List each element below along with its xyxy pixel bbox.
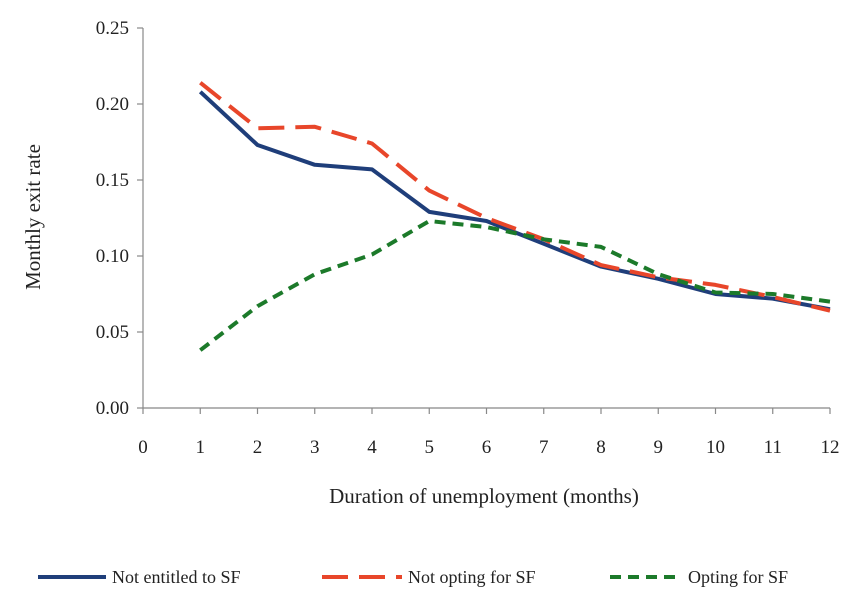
x-tick-label: 4 — [367, 437, 377, 458]
y-tick-label: 0.10 — [96, 246, 129, 267]
x-axis-title: Duration of unemployment (months) — [329, 484, 639, 508]
x-tick-label: 6 — [482, 437, 492, 458]
legend-label: Not opting for SF — [408, 567, 536, 587]
x-tick-label: 3 — [310, 437, 320, 458]
x-tick-label: 1 — [196, 437, 206, 458]
series-line — [199, 81, 831, 313]
y-tick-label: 0.20 — [96, 94, 129, 115]
x-tick-label: 7 — [539, 437, 549, 458]
legend-label: Not entitled to SF — [112, 567, 241, 587]
x-tick-label: 11 — [764, 437, 782, 458]
series-line — [199, 219, 831, 352]
series-lines — [198, 81, 831, 352]
x-tick-label: 10 — [706, 437, 725, 458]
x-tick-label: 12 — [821, 437, 840, 458]
x-tick-label: 9 — [654, 437, 664, 458]
y-tick-label: 0.00 — [96, 398, 129, 419]
x-tick-label: 2 — [253, 437, 263, 458]
legend: Not entitled to SF Not opting for SF Optin… — [38, 567, 788, 587]
y-axis-ticks: 0.00 0.05 0.10 0.15 0.20 0.25 — [96, 18, 143, 419]
y-tick-label: 0.15 — [96, 170, 129, 191]
legend-label: Opting for SF — [688, 567, 788, 587]
series-line — [198, 90, 831, 312]
y-tick-label: 0.25 — [96, 18, 129, 39]
x-axis-ticks: 0 1 2 3 4 5 6 7 8 9 10 11 12 — [138, 408, 840, 458]
y-axis-title: Monthly exit rate — [21, 144, 45, 290]
x-tick-label: 5 — [425, 437, 435, 458]
y-tick-label: 0.05 — [96, 322, 129, 343]
x-tick-label: 0 — [138, 437, 148, 458]
x-tick-label: 8 — [596, 437, 606, 458]
